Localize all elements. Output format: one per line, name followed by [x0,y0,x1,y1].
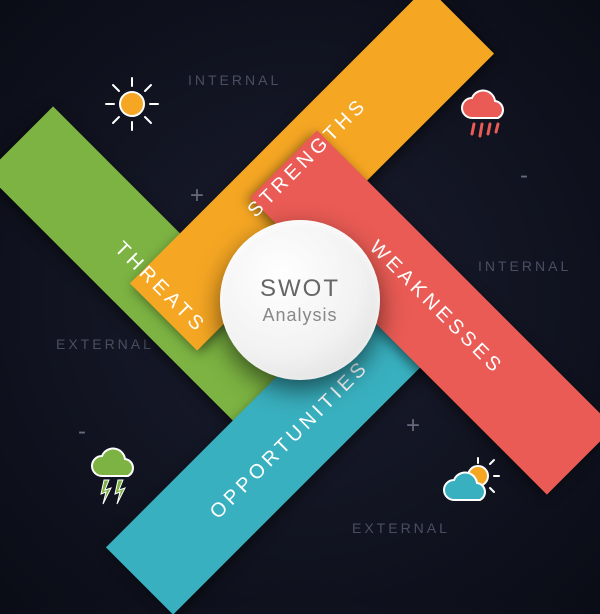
context-external-bottom: EXTERNAL [352,520,450,536]
plus-sign-bottom: + [406,412,420,440]
hub-title: SWOT [260,275,340,303]
rain-cloud-icon [452,86,516,150]
minus-sign-right: - [520,162,528,190]
context-external-left: EXTERNAL [56,336,154,352]
hub-subtitle: Analysis [262,305,337,326]
context-internal-top: INTERNAL [188,72,281,88]
center-hub: SWOT Analysis [220,220,380,380]
swot-infographic: STRENGTHS WEAKNESSES OPPORTUNITIES THREA… [0,0,600,600]
context-internal-right: INTERNAL [478,258,571,274]
minus-sign-left: - [78,418,86,446]
sun-icon [100,72,164,136]
plus-sign-top: + [190,182,204,210]
storm-cloud-icon [82,446,146,510]
sun-cloud-icon [438,454,502,518]
